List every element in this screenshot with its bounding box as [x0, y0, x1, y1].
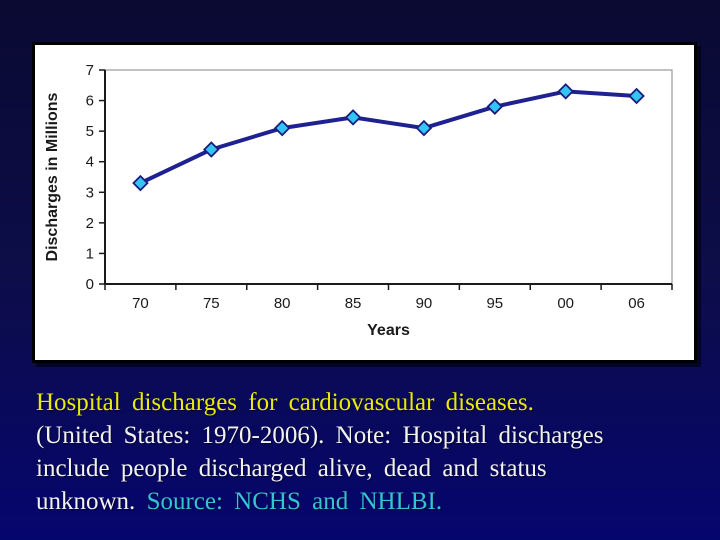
svg-text:90: 90 — [416, 295, 433, 312]
y-axis-title: Discharges in Millions — [44, 92, 61, 261]
data-point-marker — [203, 141, 220, 158]
svg-text:7: 7 — [86, 62, 94, 79]
caption-source-text: Source: NCHS and NHLBI. — [146, 488, 443, 515]
caption-body-end: unknown. — [36, 488, 147, 515]
data-point-marker — [486, 98, 504, 115]
svg-text:06: 06 — [628, 295, 645, 312]
svg-text:95: 95 — [486, 295, 503, 312]
svg-text:0: 0 — [86, 276, 94, 293]
svg-text:85: 85 — [345, 295, 362, 312]
data-point-marker — [628, 87, 645, 105]
x-axis-title: Years — [367, 322, 410, 339]
caption: Hospital discharges for cardiovascular d… — [36, 386, 696, 518]
data-point-marker — [415, 119, 433, 137]
svg-text:00: 00 — [557, 295, 574, 312]
discharges-line-chart: 0 1 2 3 4 5 6 7 70 75 80 85 90 95 00 06 Discharges in Mi… — [44, 62, 673, 339]
svg-text:2: 2 — [86, 215, 94, 232]
svg-text:80: 80 — [274, 295, 291, 312]
caption-body-line-1: (United States: 1970-2006). Note: Hospit… — [36, 422, 604, 449]
caption-body-line-2: include people discharged alive, dead an… — [36, 455, 547, 482]
caption-body-line-3: unknown. Source: NCHS and NHLBI. — [36, 485, 696, 518]
data-point-marker — [557, 83, 574, 100]
svg-text:1: 1 — [86, 245, 94, 262]
chart-panel: 0 1 2 3 4 5 6 7 70 75 80 85 90 95 00 06 Discharges in Mi… — [32, 42, 697, 363]
data-point-marker — [273, 119, 291, 137]
svg-text:4: 4 — [86, 154, 94, 171]
data-point-marker — [132, 174, 149, 192]
svg-text:70: 70 — [132, 295, 149, 312]
svg-text:3: 3 — [86, 184, 94, 201]
svg-text:6: 6 — [86, 93, 94, 110]
caption-title-line: Hospital discharges for cardiovascular d… — [36, 389, 534, 416]
svg-text:75: 75 — [203, 295, 220, 312]
data-point-marker — [344, 109, 362, 126]
svg-text:5: 5 — [86, 123, 94, 140]
